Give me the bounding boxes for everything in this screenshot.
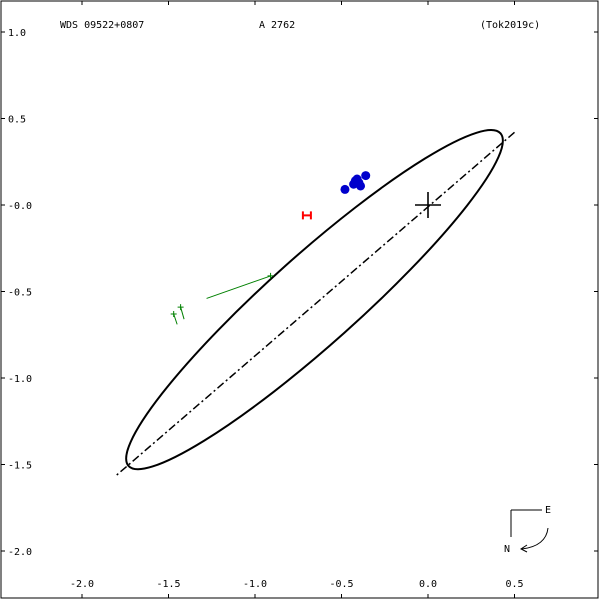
y-tick-label: 1.0 — [8, 28, 26, 39]
x-tick-label: -0.5 — [329, 579, 353, 590]
x-tick-label: 0.5 — [505, 579, 523, 590]
compass-arrow-arc — [521, 527, 549, 550]
predicted-position — [301, 211, 312, 220]
micrometer-residual-line — [180, 306, 185, 320]
compass-arrow-head — [520, 544, 528, 553]
primary-star-cross — [415, 192, 441, 218]
micrometer-point — [177, 304, 184, 311]
reference-label: (Tok2019c) — [480, 20, 540, 31]
y-tick-label: -0.5 — [8, 288, 32, 299]
observation-point — [361, 171, 371, 181]
orbit-ellipse — [125, 129, 504, 471]
wds-id-label: WDS 09522+0807 — [60, 20, 144, 31]
compass-north-label: N — [504, 544, 510, 555]
orientation-compass: E N — [504, 505, 551, 555]
x-tick-label: -2.0 — [70, 579, 94, 590]
y-tick-label: -1.5 — [8, 461, 32, 472]
micrometer-observations — [170, 272, 274, 325]
micrometer-residual-line — [173, 313, 178, 325]
y-tick-label: -2.0 — [8, 547, 32, 558]
discoverer-label: A 2762 — [259, 20, 295, 31]
x-tick-label: -1.0 — [243, 579, 267, 590]
micrometer-residual-line — [206, 275, 271, 299]
line-of-nodes — [114, 131, 515, 478]
micrometer-point — [170, 310, 177, 317]
y-tick-label: -1.0 — [8, 374, 32, 385]
observation-point — [356, 181, 366, 191]
x-tick-label: -1.5 — [156, 579, 180, 590]
micrometer-point — [267, 272, 274, 279]
predicted-point — [301, 211, 312, 220]
observation-point — [340, 184, 350, 194]
compass-east-label: E — [545, 505, 551, 516]
x-axis-ticks: -2.0 -1.5 -1.0 -0.5 0.0 0.5 — [70, 1, 524, 598]
x-tick-label: 0.0 — [419, 579, 437, 590]
y-axis-ticks: 1.0 0.5 -0.0 -0.5 -1.0 -1.5 -2.0 — [1, 28, 598, 558]
y-tick-label: 0.5 — [8, 115, 26, 126]
y-tick-label: -0.0 — [8, 201, 32, 212]
speckle-observations — [340, 171, 371, 194]
